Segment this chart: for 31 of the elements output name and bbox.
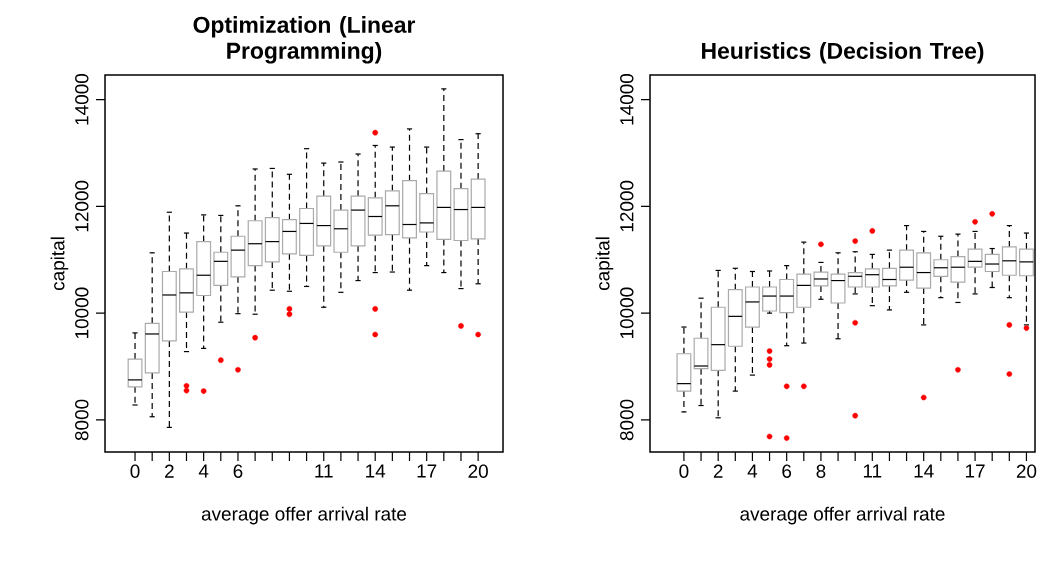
chart-title: Heuristics (Decision Tree) xyxy=(702,42,984,64)
x-tick-label: 2 xyxy=(165,464,174,478)
x-tick-label: 14 xyxy=(914,464,934,478)
chart-title: Optimization (Linear Programming) xyxy=(193,16,416,64)
y-axis-title: capital xyxy=(50,237,69,291)
x-tick-label: 0 xyxy=(679,464,689,478)
x-tick-label: 2 xyxy=(713,464,723,478)
x-tick-label: 11 xyxy=(315,464,333,478)
x-tick-label: 11 xyxy=(863,464,882,478)
y-tick-label: 14000 xyxy=(75,73,89,125)
y-tick-label: 10000 xyxy=(620,287,634,339)
x-tick-label: 8 xyxy=(816,464,826,478)
y-tick-label: 12000 xyxy=(620,180,634,232)
x-tick-label: 4 xyxy=(198,464,209,478)
x-axis-title: average offer arrival rate xyxy=(201,506,407,525)
x-tick-label: 0 xyxy=(130,464,140,478)
y-tick-label: 8000 xyxy=(75,399,89,441)
x-axis-title: average offer arrival rate xyxy=(740,506,945,525)
x-tick-label: 17 xyxy=(417,464,437,478)
x-tick-label: 6 xyxy=(233,464,243,478)
x-tick-label: 14 xyxy=(366,464,386,478)
y-tick-label: 8000 xyxy=(620,399,634,441)
x-tick-label: 6 xyxy=(782,464,792,478)
y-tick-label: 12000 xyxy=(75,180,89,232)
x-tick-label: 17 xyxy=(965,464,985,478)
y-tick-label: 14000 xyxy=(620,73,634,125)
x-tick-label: 4 xyxy=(747,464,758,478)
y-axis-title: capital xyxy=(595,237,614,291)
y-tick-label: 10000 xyxy=(75,287,89,339)
x-tick-label: 20 xyxy=(468,464,488,478)
x-tick-label: 20 xyxy=(1016,464,1037,478)
